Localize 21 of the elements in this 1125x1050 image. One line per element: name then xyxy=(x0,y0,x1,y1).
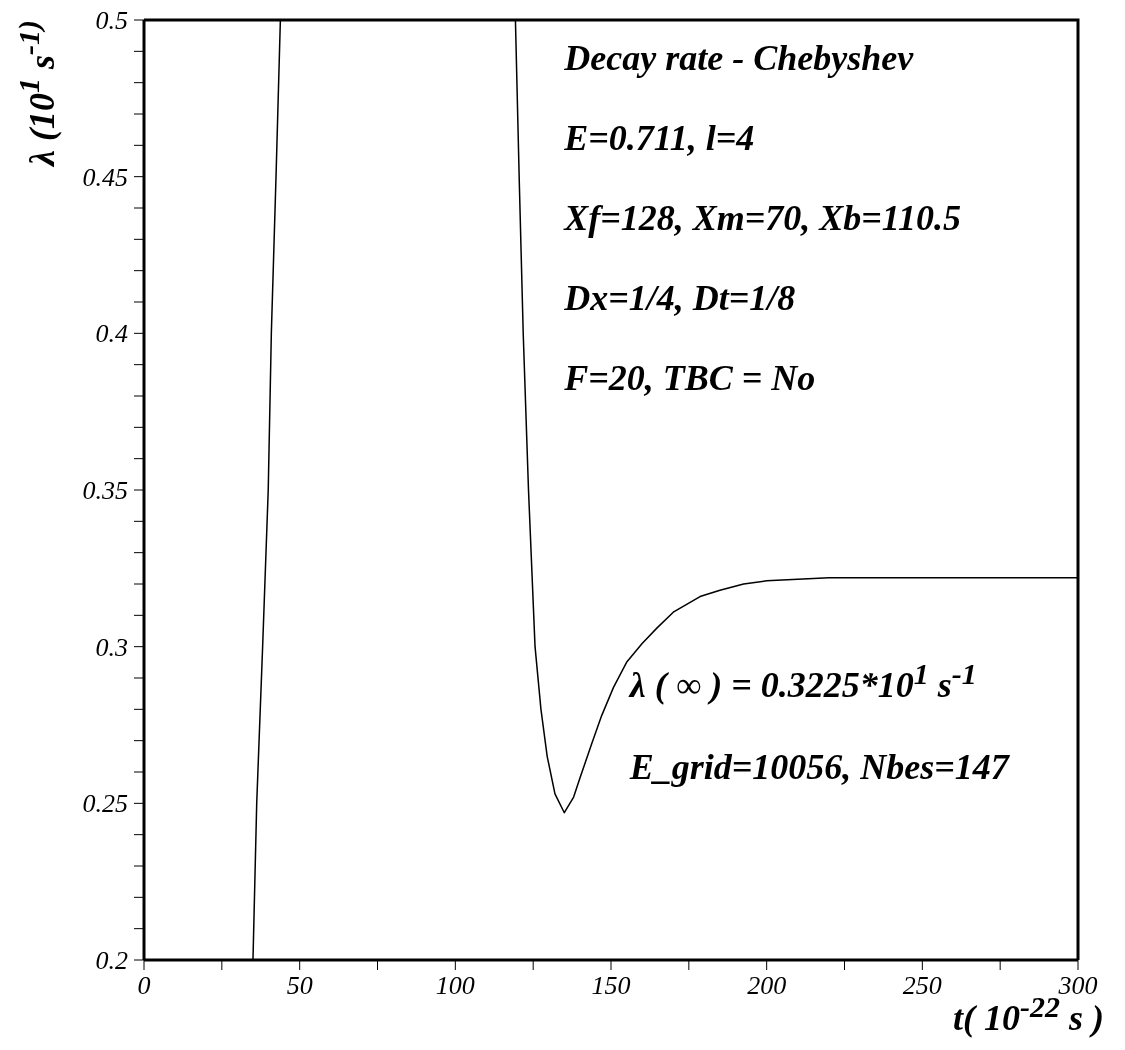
y-tick-label: 0.35 xyxy=(82,476,129,505)
annotation: E=0.711, l=4 xyxy=(564,118,755,158)
annotation: E_grid=10056, Nbes=147 xyxy=(629,747,1009,788)
x-tick-label: 50 xyxy=(286,971,313,1000)
x-tick-label: 100 xyxy=(435,971,475,1000)
x-tick-label: 200 xyxy=(747,971,787,1000)
line-series xyxy=(514,20,1078,814)
y-tick-label: 0.25 xyxy=(82,789,129,819)
y-tick-label: 0.45 xyxy=(82,162,129,192)
x-tick-label: 150 xyxy=(591,971,631,1000)
annotation: λ ( ∞ ) = 0.3225*10$^{1}$ s$^{-1}$ xyxy=(629,657,977,706)
y-tick-label: 0.5 xyxy=(95,6,129,35)
y-tick-label: 0.3 xyxy=(95,632,129,662)
annotation: Xf=128, Xm=70, Xb=110.5 xyxy=(564,198,961,238)
x-tick-label: 0 xyxy=(137,971,151,1000)
text: Decay rate - Chebyshev xyxy=(564,38,914,78)
y-tick-label: 0.2 xyxy=(95,946,129,975)
annotation: Dx=1/4, Dt=1/8 xyxy=(564,278,796,318)
x-tick-label: 250 xyxy=(902,971,942,1000)
y-tick-label: 0.4 xyxy=(95,319,129,349)
annotation: F=20, TBC = No xyxy=(564,358,816,398)
